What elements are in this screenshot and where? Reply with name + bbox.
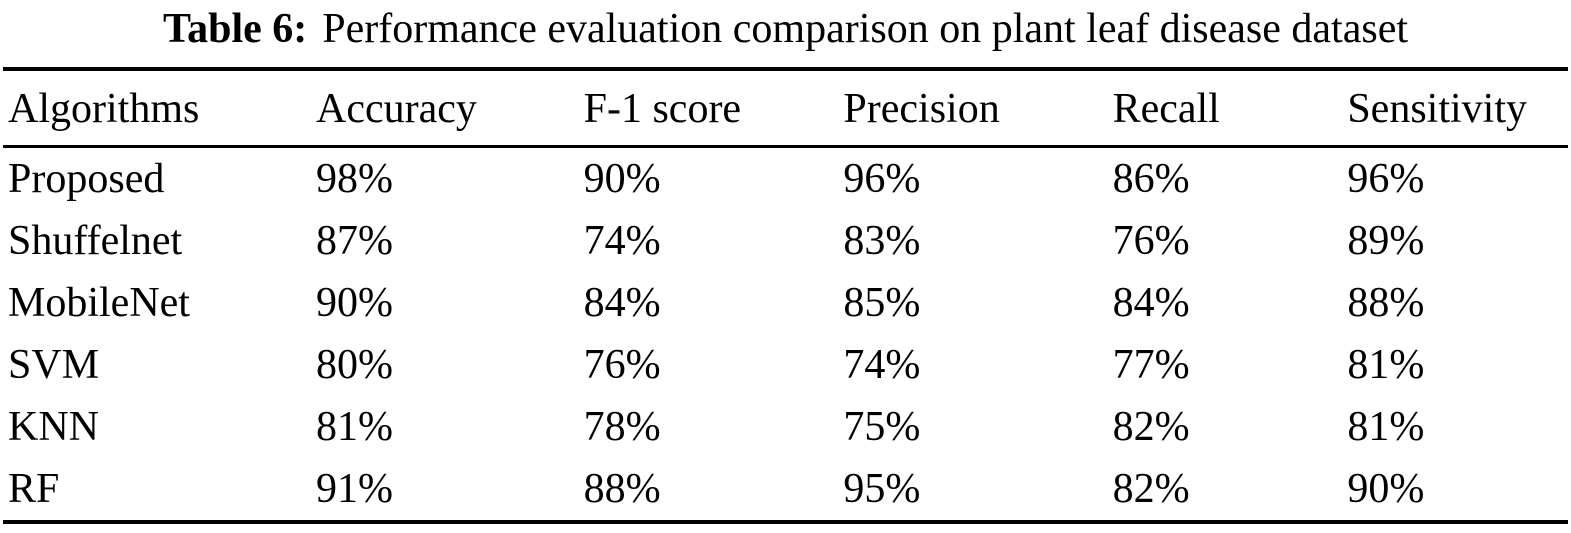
- cell-sensitivity: 88%: [1347, 280, 1425, 327]
- column-header-algorithms: Algorithms: [3, 69, 316, 149]
- table-row-mobilenet: MobileNet 90% 84% 85% 84% 88%: [3, 272, 1568, 334]
- cell-accuracy: 81%: [316, 404, 393, 451]
- cell-recall: 84%: [1112, 280, 1190, 327]
- cell-algorithm: RF: [8, 466, 60, 513]
- cell-f1-score: 76%: [583, 342, 661, 389]
- cell-accuracy: 87%: [316, 218, 393, 265]
- cell-precision: 75%: [843, 404, 921, 451]
- table-body: Proposed 98% 90% 96% 86% 96% Shuffelnet …: [3, 147, 1568, 523]
- cell-precision: 85%: [843, 280, 921, 327]
- cell-sensitivity: 81%: [1347, 342, 1425, 389]
- table-row-proposed: Proposed 98% 90% 96% 86% 96%: [3, 147, 1568, 211]
- cell-accuracy: 91%: [316, 466, 393, 513]
- cell-f1-score: 74%: [583, 218, 661, 265]
- table-caption-label: Table 6:: [162, 6, 308, 52]
- cell-algorithm: MobileNet: [8, 280, 190, 327]
- cell-recall: 86%: [1112, 156, 1190, 203]
- header-row: Algorithms Accuracy F-1 score Precision …: [3, 69, 1568, 149]
- cell-f1-score: 84%: [583, 280, 661, 327]
- cell-sensitivity: 96%: [1347, 156, 1425, 203]
- table-row-knn: KNN 81% 78% 75% 82% 81%: [3, 396, 1568, 458]
- column-header-precision: Precision: [843, 69, 1113, 149]
- cell-algorithm: Proposed: [8, 156, 165, 203]
- column-header-sensitivity: Sensitivity: [1347, 69, 1568, 149]
- cell-precision: 96%: [843, 156, 921, 203]
- cell-algorithm: SVM: [8, 342, 100, 389]
- cell-recall: 76%: [1112, 218, 1190, 265]
- cell-sensitivity: 89%: [1347, 218, 1425, 265]
- cell-recall: 77%: [1112, 342, 1190, 389]
- column-header-accuracy: Accuracy: [316, 69, 584, 149]
- column-header-f1-score: F-1 score: [583, 69, 844, 149]
- cell-algorithm: KNN: [8, 404, 99, 451]
- column-header-recall: Recall: [1112, 69, 1348, 149]
- cell-f1-score: 78%: [583, 404, 661, 451]
- cell-precision: 83%: [843, 218, 921, 265]
- cell-accuracy: 90%: [316, 280, 393, 327]
- cell-sensitivity: 81%: [1347, 404, 1425, 451]
- performance-table: Algorithms Accuracy F-1 score Precision …: [3, 67, 1568, 525]
- cell-accuracy: 80%: [316, 342, 393, 389]
- cell-recall: 82%: [1112, 404, 1190, 451]
- table-row-shuffelnet: Shuffelnet 87% 74% 83% 76% 89%: [3, 210, 1568, 272]
- cell-algorithm: Shuffelnet: [8, 218, 183, 265]
- cell-f1-score: 88%: [583, 466, 661, 513]
- cell-sensitivity: 90%: [1347, 466, 1425, 513]
- table-header: Algorithms Accuracy F-1 score Precision …: [3, 69, 1568, 149]
- table-caption-text: Performance evaluation comparison on pla…: [322, 6, 1409, 52]
- table-row-rf: RF 91% 88% 95% 82% 90%: [3, 458, 1568, 522]
- cell-accuracy: 98%: [316, 156, 393, 203]
- cell-precision: 95%: [843, 466, 921, 513]
- cell-f1-score: 90%: [583, 156, 661, 203]
- table-caption: Table 6: Performance evaluation compariso…: [0, 4, 1571, 54]
- cell-recall: 82%: [1112, 466, 1190, 513]
- table-row-svm: SVM 80% 76% 74% 77% 81%: [3, 334, 1568, 396]
- cell-precision: 74%: [843, 342, 921, 389]
